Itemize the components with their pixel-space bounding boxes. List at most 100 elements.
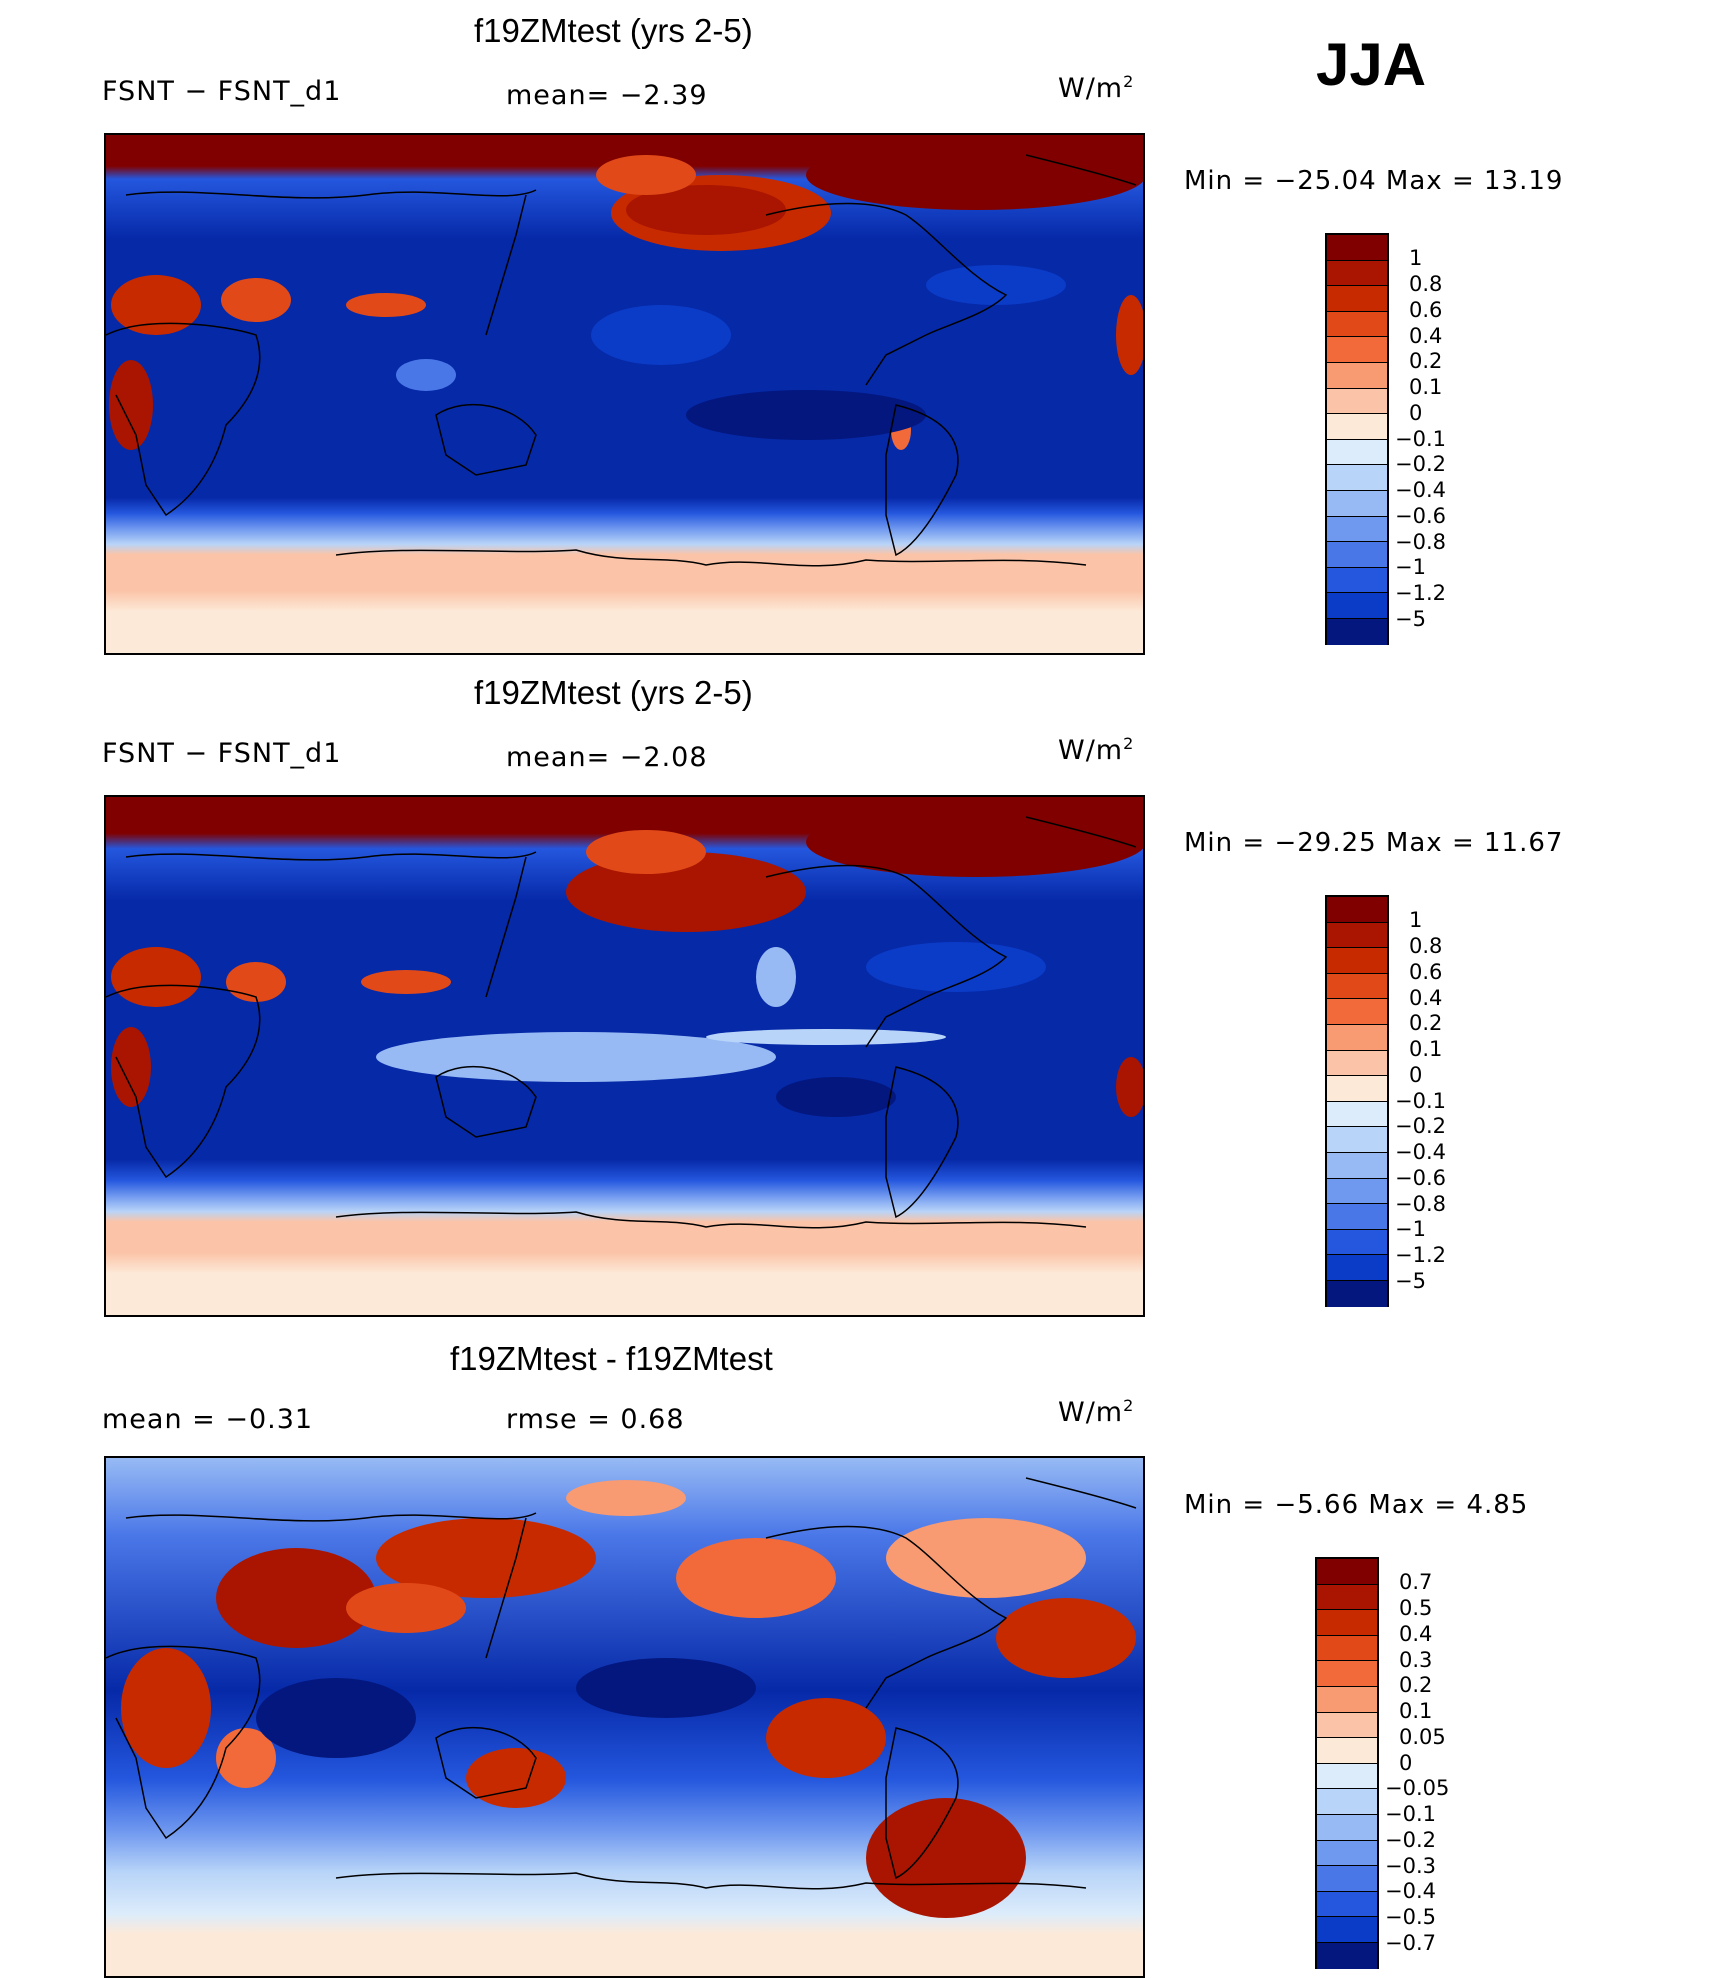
colorbar-1-swatch bbox=[1327, 337, 1387, 363]
colorbar-tick-label: −0.1 bbox=[1385, 1802, 1436, 1826]
colorbar-2-swatch bbox=[1327, 1152, 1387, 1179]
panel-2-units: W/m2 bbox=[1058, 734, 1135, 766]
colorbar-3-swatch bbox=[1317, 1584, 1377, 1611]
colorbar-3-swatch bbox=[1317, 1891, 1377, 1918]
colorbar-tick-label: −5 bbox=[1395, 1268, 1426, 1293]
colorbar-tick-label: −0.5 bbox=[1385, 1905, 1436, 1929]
colorbar-tick-label: −1 bbox=[1395, 555, 1426, 580]
colorbar-tick-label: 0.7 bbox=[1399, 1570, 1433, 1595]
colorbar-2-swatch bbox=[1327, 948, 1387, 974]
colorbar-3-swatch bbox=[1317, 1610, 1377, 1636]
colorbar-tick-label: −0.2 bbox=[1395, 452, 1446, 477]
colorbar-3-swatch bbox=[1317, 1738, 1377, 1764]
colorbar-1-swatch bbox=[1327, 362, 1387, 389]
colorbar-2-swatch bbox=[1327, 1178, 1387, 1205]
colorbar-tick-label: −0.8 bbox=[1395, 529, 1446, 554]
colorbar-tick-label: −0.4 bbox=[1385, 1879, 1436, 1904]
panel-1-colorbar bbox=[1325, 233, 1389, 645]
colorbar-tick-label: 0 bbox=[1409, 400, 1423, 425]
colorbar-3-swatch bbox=[1317, 1635, 1377, 1662]
panel-1-min-max: Min = −25.04 Max = 13.19 bbox=[1184, 166, 1564, 196]
colorbar-tick-label: −0.2 bbox=[1395, 1114, 1446, 1139]
panel-2-min-max: Min = −29.25 Max = 11.67 bbox=[1184, 828, 1564, 858]
panel-1-map bbox=[104, 133, 1145, 655]
panel-3-units: W/m2 bbox=[1058, 1396, 1135, 1428]
panel-3-map bbox=[104, 1456, 1145, 1978]
colorbar-3-swatch bbox=[1317, 1661, 1377, 1687]
colorbar-1-swatch bbox=[1327, 516, 1387, 543]
colorbar-tick-label: −5 bbox=[1395, 606, 1426, 631]
colorbar-2-swatch bbox=[1327, 897, 1387, 923]
panel-2-mean-label: mean= −2.08 bbox=[506, 742, 708, 773]
colorbar-3-swatch bbox=[1317, 1942, 1377, 1969]
colorbar-2-swatch bbox=[1327, 1229, 1387, 1256]
colorbar-tick-label: 0.05 bbox=[1399, 1724, 1446, 1749]
colorbar-tick-label: 0.3 bbox=[1399, 1647, 1433, 1672]
colorbar-3-swatch bbox=[1317, 1686, 1377, 1713]
colorbar-2-swatch bbox=[1327, 999, 1387, 1025]
colorbar-1-swatch bbox=[1327, 490, 1387, 517]
panel-3-mean-label: mean = −0.31 bbox=[102, 1404, 314, 1435]
colorbar-tick-label: −1.2 bbox=[1395, 581, 1446, 605]
colorbar-tick-label: 0.2 bbox=[1409, 349, 1443, 374]
panel-3-min-max: Min = −5.66 Max = 4.85 bbox=[1184, 1490, 1529, 1520]
colorbar-1-swatch bbox=[1327, 465, 1387, 491]
colorbar-2-swatch bbox=[1327, 1204, 1387, 1230]
colorbar-tick-label: −0.8 bbox=[1395, 1191, 1446, 1216]
colorbar-tick-label: 0.2 bbox=[1399, 1673, 1433, 1698]
colorbar-tick-label: −1.2 bbox=[1395, 1243, 1446, 1267]
colorbar-tick-label: −0.6 bbox=[1395, 1165, 1446, 1190]
panel-3-title: f19ZMtest - f19ZMtest bbox=[450, 1340, 773, 1377]
colorbar-tick-label: 0.1 bbox=[1399, 1699, 1433, 1723]
colorbar-tick-label: 0.4 bbox=[1399, 1621, 1433, 1646]
colorbar-tick-label: −0.1 bbox=[1395, 1088, 1446, 1113]
colorbar-tick-label: 1 bbox=[1409, 908, 1423, 933]
panel-2-map bbox=[104, 795, 1145, 1317]
colorbar-3-swatch bbox=[1317, 1789, 1377, 1815]
colorbar-2-swatch bbox=[1327, 1101, 1387, 1128]
panel-2-colorbar bbox=[1325, 895, 1389, 1307]
panel-2-variable-label: FSNT − FSNT_d1 bbox=[102, 738, 342, 769]
colorbar-tick-label: 0.4 bbox=[1409, 323, 1443, 348]
colorbar-tick-label: 0.1 bbox=[1409, 1037, 1443, 1061]
colorbar-3-swatch bbox=[1317, 1840, 1377, 1867]
colorbar-1-swatch bbox=[1327, 414, 1387, 440]
colorbar-tick-label: −0.2 bbox=[1385, 1827, 1436, 1852]
panel-3-rmse-label: rmse = 0.68 bbox=[506, 1404, 685, 1435]
colorbar-1-swatch bbox=[1327, 388, 1387, 415]
colorbar-2-swatch bbox=[1327, 1127, 1387, 1153]
colorbar-tick-label: 0 bbox=[1409, 1062, 1423, 1087]
colorbar-tick-label: 0.4 bbox=[1409, 985, 1443, 1010]
colorbar-tick-label: 0.5 bbox=[1399, 1596, 1433, 1620]
colorbar-tick-label: 1 bbox=[1409, 246, 1423, 271]
colorbar-tick-label: 0.6 bbox=[1409, 297, 1443, 322]
colorbar-1-swatch bbox=[1327, 311, 1387, 338]
colorbar-1-swatch bbox=[1327, 567, 1387, 594]
colorbar-tick-label: −0.6 bbox=[1395, 503, 1446, 528]
panel-3-colorbar bbox=[1315, 1557, 1379, 1969]
colorbar-tick-label: −0.05 bbox=[1385, 1776, 1450, 1801]
colorbar-2-swatch bbox=[1327, 1050, 1387, 1077]
colorbar-2-swatch bbox=[1327, 1024, 1387, 1051]
colorbar-2-swatch bbox=[1327, 1076, 1387, 1102]
colorbar-tick-label: 0.8 bbox=[1409, 934, 1443, 958]
panel-2-title: f19ZMtest (yrs 2-5) bbox=[474, 674, 753, 711]
colorbar-tick-label: 0.2 bbox=[1409, 1011, 1443, 1036]
colorbar-3-swatch bbox=[1317, 1814, 1377, 1841]
colorbar-2-swatch bbox=[1327, 1255, 1387, 1281]
colorbar-tick-label: 0.1 bbox=[1409, 375, 1443, 399]
colorbar-tick-label: −0.3 bbox=[1385, 1853, 1436, 1878]
colorbar-tick-label: −0.4 bbox=[1395, 478, 1446, 502]
colorbar-tick-label: 0 bbox=[1399, 1750, 1413, 1775]
colorbar-1-swatch bbox=[1327, 286, 1387, 312]
colorbar-3-swatch bbox=[1317, 1712, 1377, 1739]
colorbar-tick-label: −0.4 bbox=[1395, 1140, 1446, 1164]
panel-1-variable-label: FSNT − FSNT_d1 bbox=[102, 76, 342, 107]
panel-1-mean-label: mean= −2.39 bbox=[506, 80, 708, 111]
colorbar-1-swatch bbox=[1327, 618, 1387, 645]
colorbar-3-swatch bbox=[1317, 1917, 1377, 1943]
colorbar-tick-label: 0.6 bbox=[1409, 959, 1443, 984]
colorbar-tick-label: −0.7 bbox=[1385, 1930, 1436, 1955]
panel-1-title: f19ZMtest (yrs 2-5) bbox=[474, 12, 753, 49]
colorbar-2-swatch bbox=[1327, 922, 1387, 949]
